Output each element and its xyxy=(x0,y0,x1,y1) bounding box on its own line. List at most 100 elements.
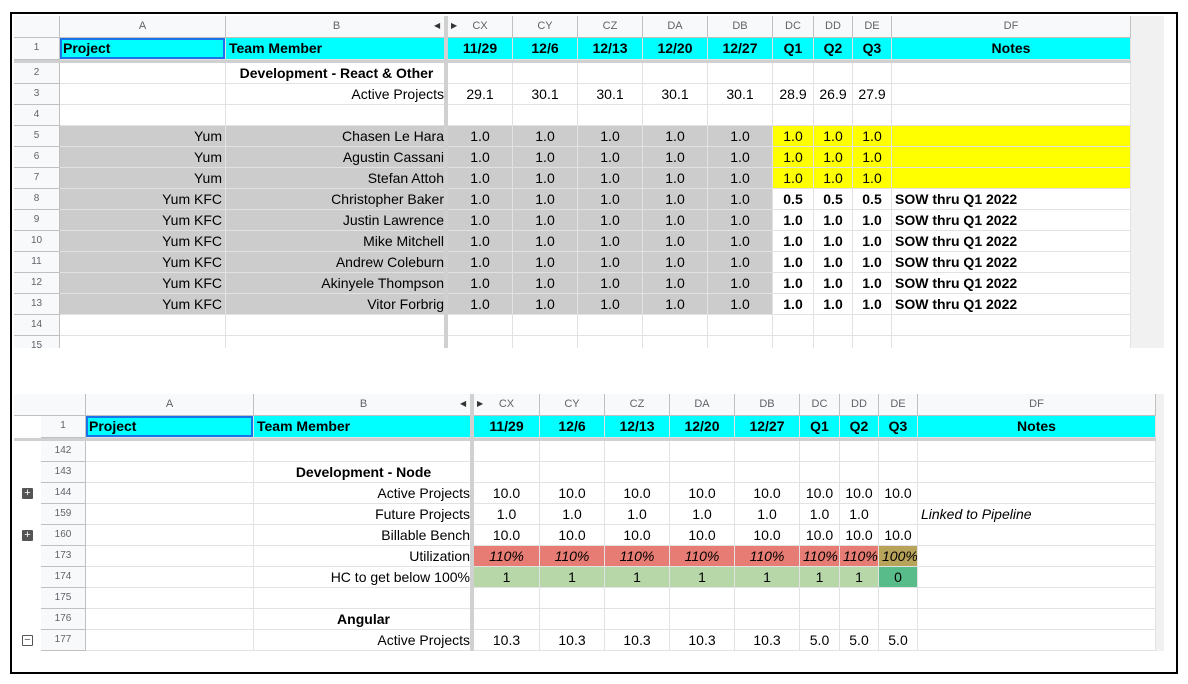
column-header-dd[interactable]: DD xyxy=(840,394,879,416)
row-header-3[interactable]: 3 xyxy=(14,84,60,105)
cell-cy143[interactable] xyxy=(540,462,605,483)
cell-df14[interactable] xyxy=(892,315,1131,336)
cell-cy142[interactable] xyxy=(540,441,605,462)
cell-dd174[interactable]: 1 xyxy=(840,567,879,588)
collapse-group-177-icon[interactable]: − xyxy=(22,635,33,646)
cell-dc177[interactable]: 5.0 xyxy=(800,630,840,651)
cell-dd3[interactable]: 26.9 xyxy=(814,84,853,105)
row-header-2[interactable]: 2 xyxy=(14,63,60,84)
cell-dd159[interactable]: 1.0 xyxy=(840,504,879,525)
cell-cx159[interactable]: 1.0 xyxy=(474,504,540,525)
cell-da15[interactable] xyxy=(643,336,708,348)
cell-dc4[interactable] xyxy=(773,105,814,126)
column-header-cy[interactable]: CY xyxy=(540,394,605,416)
cell-cz15[interactable] xyxy=(578,336,643,348)
expand-right-icon[interactable]: ▶ xyxy=(451,21,458,30)
cell-db176[interactable] xyxy=(735,609,800,630)
cell-a177[interactable] xyxy=(86,630,254,651)
column-header-db[interactable]: DB xyxy=(708,16,773,38)
cell-db8[interactable]: 1.0 xyxy=(708,189,773,210)
row-header-13[interactable]: 13 xyxy=(14,294,60,315)
cell-cy177[interactable]: 10.3 xyxy=(540,630,605,651)
cell-cx173[interactable]: 110% xyxy=(474,546,540,567)
cell-df143[interactable] xyxy=(918,462,1156,483)
column-header-cx[interactable]: CX xyxy=(448,16,513,38)
cell-cy4[interactable] xyxy=(513,105,578,126)
row-header-8[interactable]: 8 xyxy=(14,189,60,210)
cell-b5[interactable]: Chasen Le Hara xyxy=(226,126,448,147)
frozen-row-divider[interactable] xyxy=(14,438,1156,441)
cell-b9[interactable]: Justin Lawrence xyxy=(226,210,448,231)
frozen-column-divider[interactable] xyxy=(470,394,474,651)
cell-df9[interactable]: SOW thru Q1 2022 xyxy=(892,210,1131,231)
cell-cz5[interactable]: 1.0 xyxy=(578,126,643,147)
cell-da6[interactable]: 1.0 xyxy=(643,147,708,168)
cell-cx142[interactable] xyxy=(474,441,540,462)
cell-cx160[interactable]: 10.0 xyxy=(474,525,540,546)
cell-cx10[interactable]: 1.0 xyxy=(448,231,513,252)
cell-de5[interactable]: 1.0 xyxy=(853,126,892,147)
cell-da14[interactable] xyxy=(643,315,708,336)
cell-cz143[interactable] xyxy=(605,462,670,483)
row-header-10[interactable]: 10 xyxy=(14,231,60,252)
cell-a144[interactable] xyxy=(86,483,254,504)
cell-b7[interactable]: Stefan Attoh xyxy=(226,168,448,189)
row-header-7[interactable]: 7 xyxy=(14,168,60,189)
header-cell-db[interactable]: 12/27 xyxy=(735,416,800,438)
cell-da144[interactable]: 10.0 xyxy=(670,483,735,504)
cell-da12[interactable]: 1.0 xyxy=(643,273,708,294)
cell-db177[interactable]: 10.3 xyxy=(735,630,800,651)
cell-cy8[interactable]: 1.0 xyxy=(513,189,578,210)
cell-db142[interactable] xyxy=(735,441,800,462)
header-cell-da[interactable]: 12/20 xyxy=(643,38,708,60)
cell-cx4[interactable] xyxy=(448,105,513,126)
row-header-15[interactable]: 15 xyxy=(14,336,60,348)
cell-cz160[interactable]: 10.0 xyxy=(605,525,670,546)
cell-da13[interactable]: 1.0 xyxy=(643,294,708,315)
cell-cz3[interactable]: 30.1 xyxy=(578,84,643,105)
header-cell-df[interactable]: Notes xyxy=(918,416,1156,438)
column-header-dd[interactable]: DD xyxy=(814,16,853,38)
cell-b173[interactable]: Utilization xyxy=(254,546,474,567)
cell-a12[interactable]: Yum KFC xyxy=(60,273,226,294)
cell-df3[interactable] xyxy=(892,84,1131,105)
header-cell-de[interactable]: Q3 xyxy=(853,38,892,60)
cell-dc160[interactable]: 10.0 xyxy=(800,525,840,546)
header-cell-cy[interactable]: 12/6 xyxy=(513,38,578,60)
cell-de12[interactable]: 1.0 xyxy=(853,273,892,294)
cell-b177[interactable]: Active Projects xyxy=(254,630,474,651)
cell-db6[interactable]: 1.0 xyxy=(708,147,773,168)
cell-db144[interactable]: 10.0 xyxy=(735,483,800,504)
cell-cy159[interactable]: 1.0 xyxy=(540,504,605,525)
cell-cx11[interactable]: 1.0 xyxy=(448,252,513,273)
cell-cz144[interactable]: 10.0 xyxy=(605,483,670,504)
cell-dc174[interactable]: 1 xyxy=(800,567,840,588)
cell-db174[interactable]: 1 xyxy=(735,567,800,588)
cell-df159[interactable]: Linked to Pipeline xyxy=(918,504,1156,525)
cell-dc13[interactable]: 1.0 xyxy=(773,294,814,315)
cell-a13[interactable]: Yum KFC xyxy=(60,294,226,315)
cell-df12[interactable]: SOW thru Q1 2022 xyxy=(892,273,1131,294)
cell-dc10[interactable]: 1.0 xyxy=(773,231,814,252)
cell-cy7[interactable]: 1.0 xyxy=(513,168,578,189)
cell-dd8[interactable]: 0.5 xyxy=(814,189,853,210)
cell-cz12[interactable]: 1.0 xyxy=(578,273,643,294)
cell-da7[interactable]: 1.0 xyxy=(643,168,708,189)
header-cell-dd[interactable]: Q2 xyxy=(814,38,853,60)
collapse-left-icon[interactable]: ◀ xyxy=(434,21,441,30)
cell-de175[interactable] xyxy=(879,588,918,609)
cell-db173[interactable]: 110% xyxy=(735,546,800,567)
cell-df142[interactable] xyxy=(918,441,1156,462)
column-header-b[interactable]: B xyxy=(226,16,448,38)
cell-dc12[interactable]: 1.0 xyxy=(773,273,814,294)
cell-cx143[interactable] xyxy=(474,462,540,483)
row-header-11[interactable]: 11 xyxy=(14,252,60,273)
cell-cz174[interactable]: 1 xyxy=(605,567,670,588)
cell-de14[interactable] xyxy=(853,315,892,336)
cell-cz14[interactable] xyxy=(578,315,643,336)
cell-dd143[interactable] xyxy=(840,462,879,483)
cell-cz177[interactable]: 10.3 xyxy=(605,630,670,651)
cell-cx12[interactable]: 1.0 xyxy=(448,273,513,294)
cell-dc143[interactable] xyxy=(800,462,840,483)
cell-dc9[interactable]: 1.0 xyxy=(773,210,814,231)
